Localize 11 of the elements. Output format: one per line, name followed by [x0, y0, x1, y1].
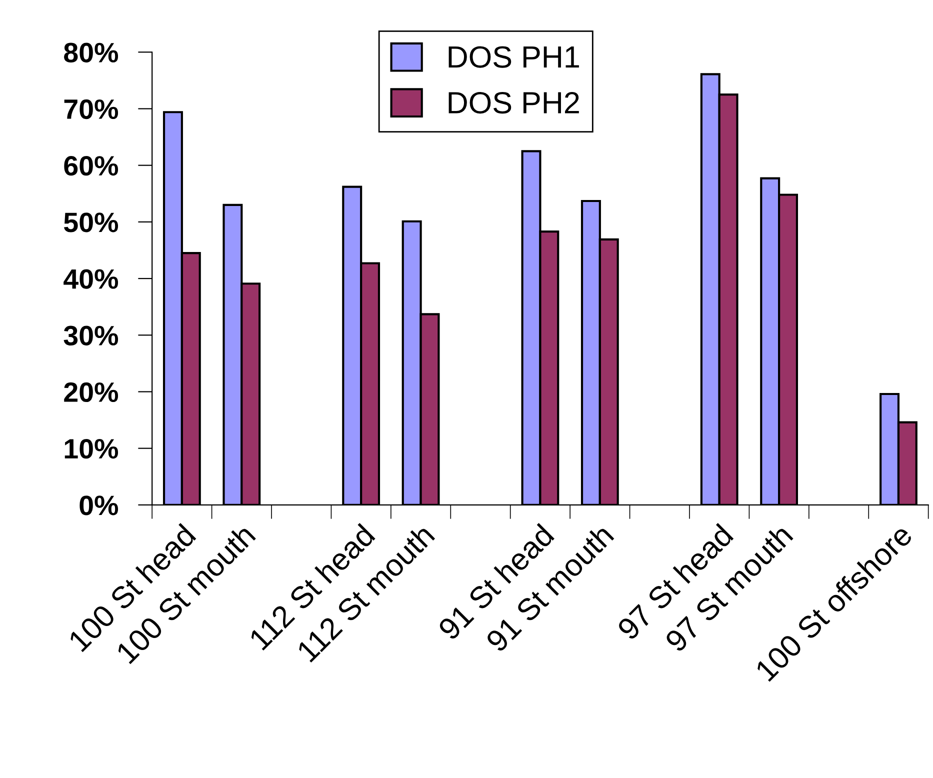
legend-label: DOS PH1 — [448, 46, 579, 68]
y-tick-label: 60% — [64, 156, 118, 176]
legend-label: DOS PH2 — [448, 92, 579, 114]
y-tick-label: 10% — [64, 438, 118, 459]
y-tick-label: 70% — [64, 99, 118, 120]
y-tick-label: 30% — [64, 326, 118, 346]
y-tick-label: 40% — [64, 269, 118, 289]
y-tick-label: 20% — [64, 382, 118, 402]
y-tick-label: 80% — [64, 42, 118, 62]
y-tick-label: 50% — [64, 212, 118, 232]
y-tick-label: 0% — [80, 496, 118, 516]
